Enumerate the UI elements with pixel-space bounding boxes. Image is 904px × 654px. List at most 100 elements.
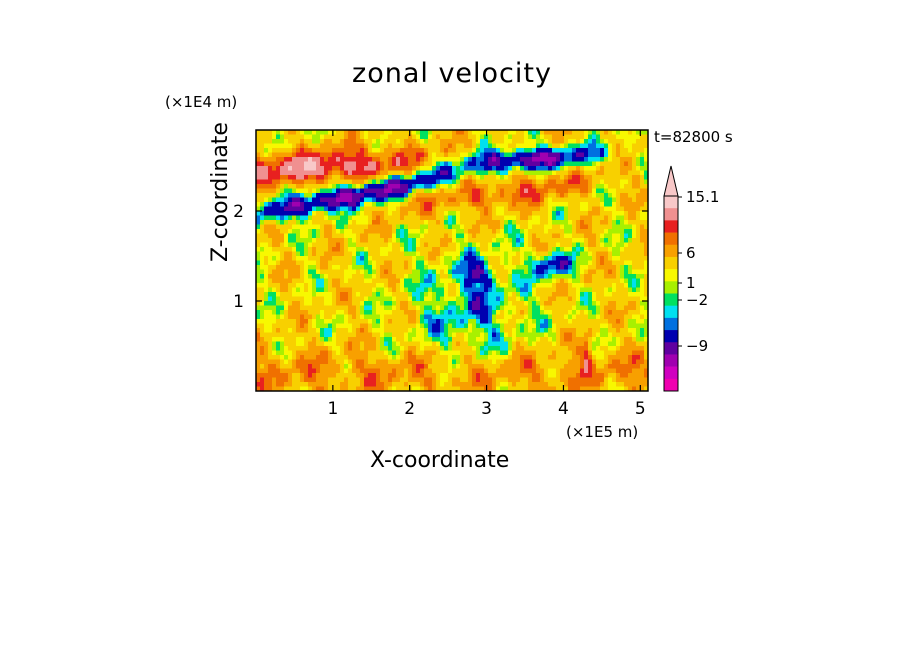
field-cell bbox=[508, 166, 513, 172]
field-cell bbox=[396, 143, 401, 149]
field-cell bbox=[548, 274, 553, 280]
field-cell bbox=[456, 350, 461, 356]
field-cell bbox=[280, 166, 285, 172]
field-cell bbox=[268, 251, 273, 257]
field-cell bbox=[456, 193, 461, 199]
field-cell bbox=[520, 161, 525, 167]
field-cell bbox=[332, 184, 337, 190]
field-cell bbox=[440, 296, 445, 302]
field-cell bbox=[520, 301, 525, 307]
field-cell bbox=[512, 242, 517, 248]
field-cell bbox=[436, 170, 441, 176]
field-cell bbox=[384, 211, 389, 217]
field-cell bbox=[596, 170, 601, 176]
field-cell bbox=[468, 368, 473, 374]
field-cell bbox=[588, 382, 593, 388]
field-cell bbox=[304, 130, 309, 136]
field-cell bbox=[532, 341, 537, 347]
field-cell bbox=[532, 287, 537, 293]
field-cell bbox=[332, 319, 337, 325]
field-cell bbox=[552, 364, 557, 370]
field-cell bbox=[456, 265, 461, 271]
field-cell bbox=[440, 139, 445, 145]
field-cell bbox=[564, 359, 569, 365]
field-cell bbox=[576, 341, 581, 347]
field-cell bbox=[504, 256, 509, 262]
field-cell bbox=[296, 256, 301, 262]
field-cell bbox=[572, 274, 577, 280]
field-cell bbox=[452, 350, 457, 356]
field-cell bbox=[472, 211, 477, 217]
field-cell bbox=[408, 283, 413, 289]
field-cell bbox=[468, 382, 473, 388]
field-cell bbox=[492, 323, 497, 329]
field-cell bbox=[592, 130, 597, 136]
field-cell bbox=[284, 319, 289, 325]
field-cell bbox=[308, 260, 313, 266]
time-label: t=82800 s bbox=[654, 128, 733, 146]
field-cell bbox=[592, 143, 597, 149]
field-cell bbox=[476, 224, 481, 230]
field-cell bbox=[488, 148, 493, 154]
field-cell bbox=[448, 134, 453, 140]
field-cell bbox=[520, 359, 525, 365]
field-cell bbox=[460, 274, 465, 280]
field-cell bbox=[540, 373, 545, 379]
field-cell bbox=[548, 283, 553, 289]
field-cell bbox=[508, 193, 513, 199]
field-cell bbox=[420, 202, 425, 208]
field-cell bbox=[488, 247, 493, 253]
field-cell bbox=[364, 224, 369, 230]
field-cell bbox=[556, 364, 561, 370]
field-cell bbox=[552, 193, 557, 199]
field-cell bbox=[436, 197, 441, 203]
field-cell bbox=[420, 134, 425, 140]
field-cell bbox=[580, 161, 585, 167]
field-cell bbox=[348, 346, 353, 352]
field-cell bbox=[416, 323, 421, 329]
field-cell bbox=[480, 242, 485, 248]
field-cell bbox=[468, 310, 473, 316]
field-cell bbox=[556, 179, 561, 185]
field-cell bbox=[280, 319, 285, 325]
field-cell bbox=[428, 364, 433, 370]
field-cell bbox=[480, 256, 485, 262]
field-cell bbox=[404, 292, 409, 298]
field-cell bbox=[488, 256, 493, 262]
field-cell bbox=[556, 188, 561, 194]
field-cell bbox=[312, 337, 317, 343]
field-cell bbox=[496, 301, 501, 307]
field-cell bbox=[408, 134, 413, 140]
field-cell bbox=[412, 382, 417, 388]
field-cell bbox=[360, 193, 365, 199]
field-cell bbox=[444, 193, 449, 199]
field-cell bbox=[360, 247, 365, 253]
field-cell bbox=[284, 188, 289, 194]
field-cell bbox=[272, 197, 277, 203]
field-cell bbox=[348, 274, 353, 280]
field-cell bbox=[408, 328, 413, 334]
field-cell bbox=[588, 215, 593, 221]
field-cell bbox=[380, 341, 385, 347]
field-cell bbox=[580, 251, 585, 257]
field-cell bbox=[336, 175, 341, 181]
field-cell bbox=[496, 274, 501, 280]
field-cell bbox=[320, 377, 325, 383]
field-cell bbox=[400, 166, 405, 172]
field-cell bbox=[264, 134, 269, 140]
field-cell bbox=[320, 247, 325, 253]
field-cell bbox=[404, 310, 409, 316]
field-cell bbox=[284, 359, 289, 365]
field-cell bbox=[496, 224, 501, 230]
field-cell bbox=[324, 328, 329, 334]
field-cell bbox=[392, 184, 397, 190]
field-cell bbox=[280, 188, 285, 194]
field-cell bbox=[308, 301, 313, 307]
field-cell bbox=[496, 251, 501, 257]
field-cell bbox=[300, 269, 305, 275]
field-cell bbox=[592, 386, 597, 391]
field-cell bbox=[444, 319, 449, 325]
field-cell bbox=[468, 314, 473, 320]
field-cell bbox=[400, 152, 405, 158]
field-cell bbox=[508, 301, 513, 307]
